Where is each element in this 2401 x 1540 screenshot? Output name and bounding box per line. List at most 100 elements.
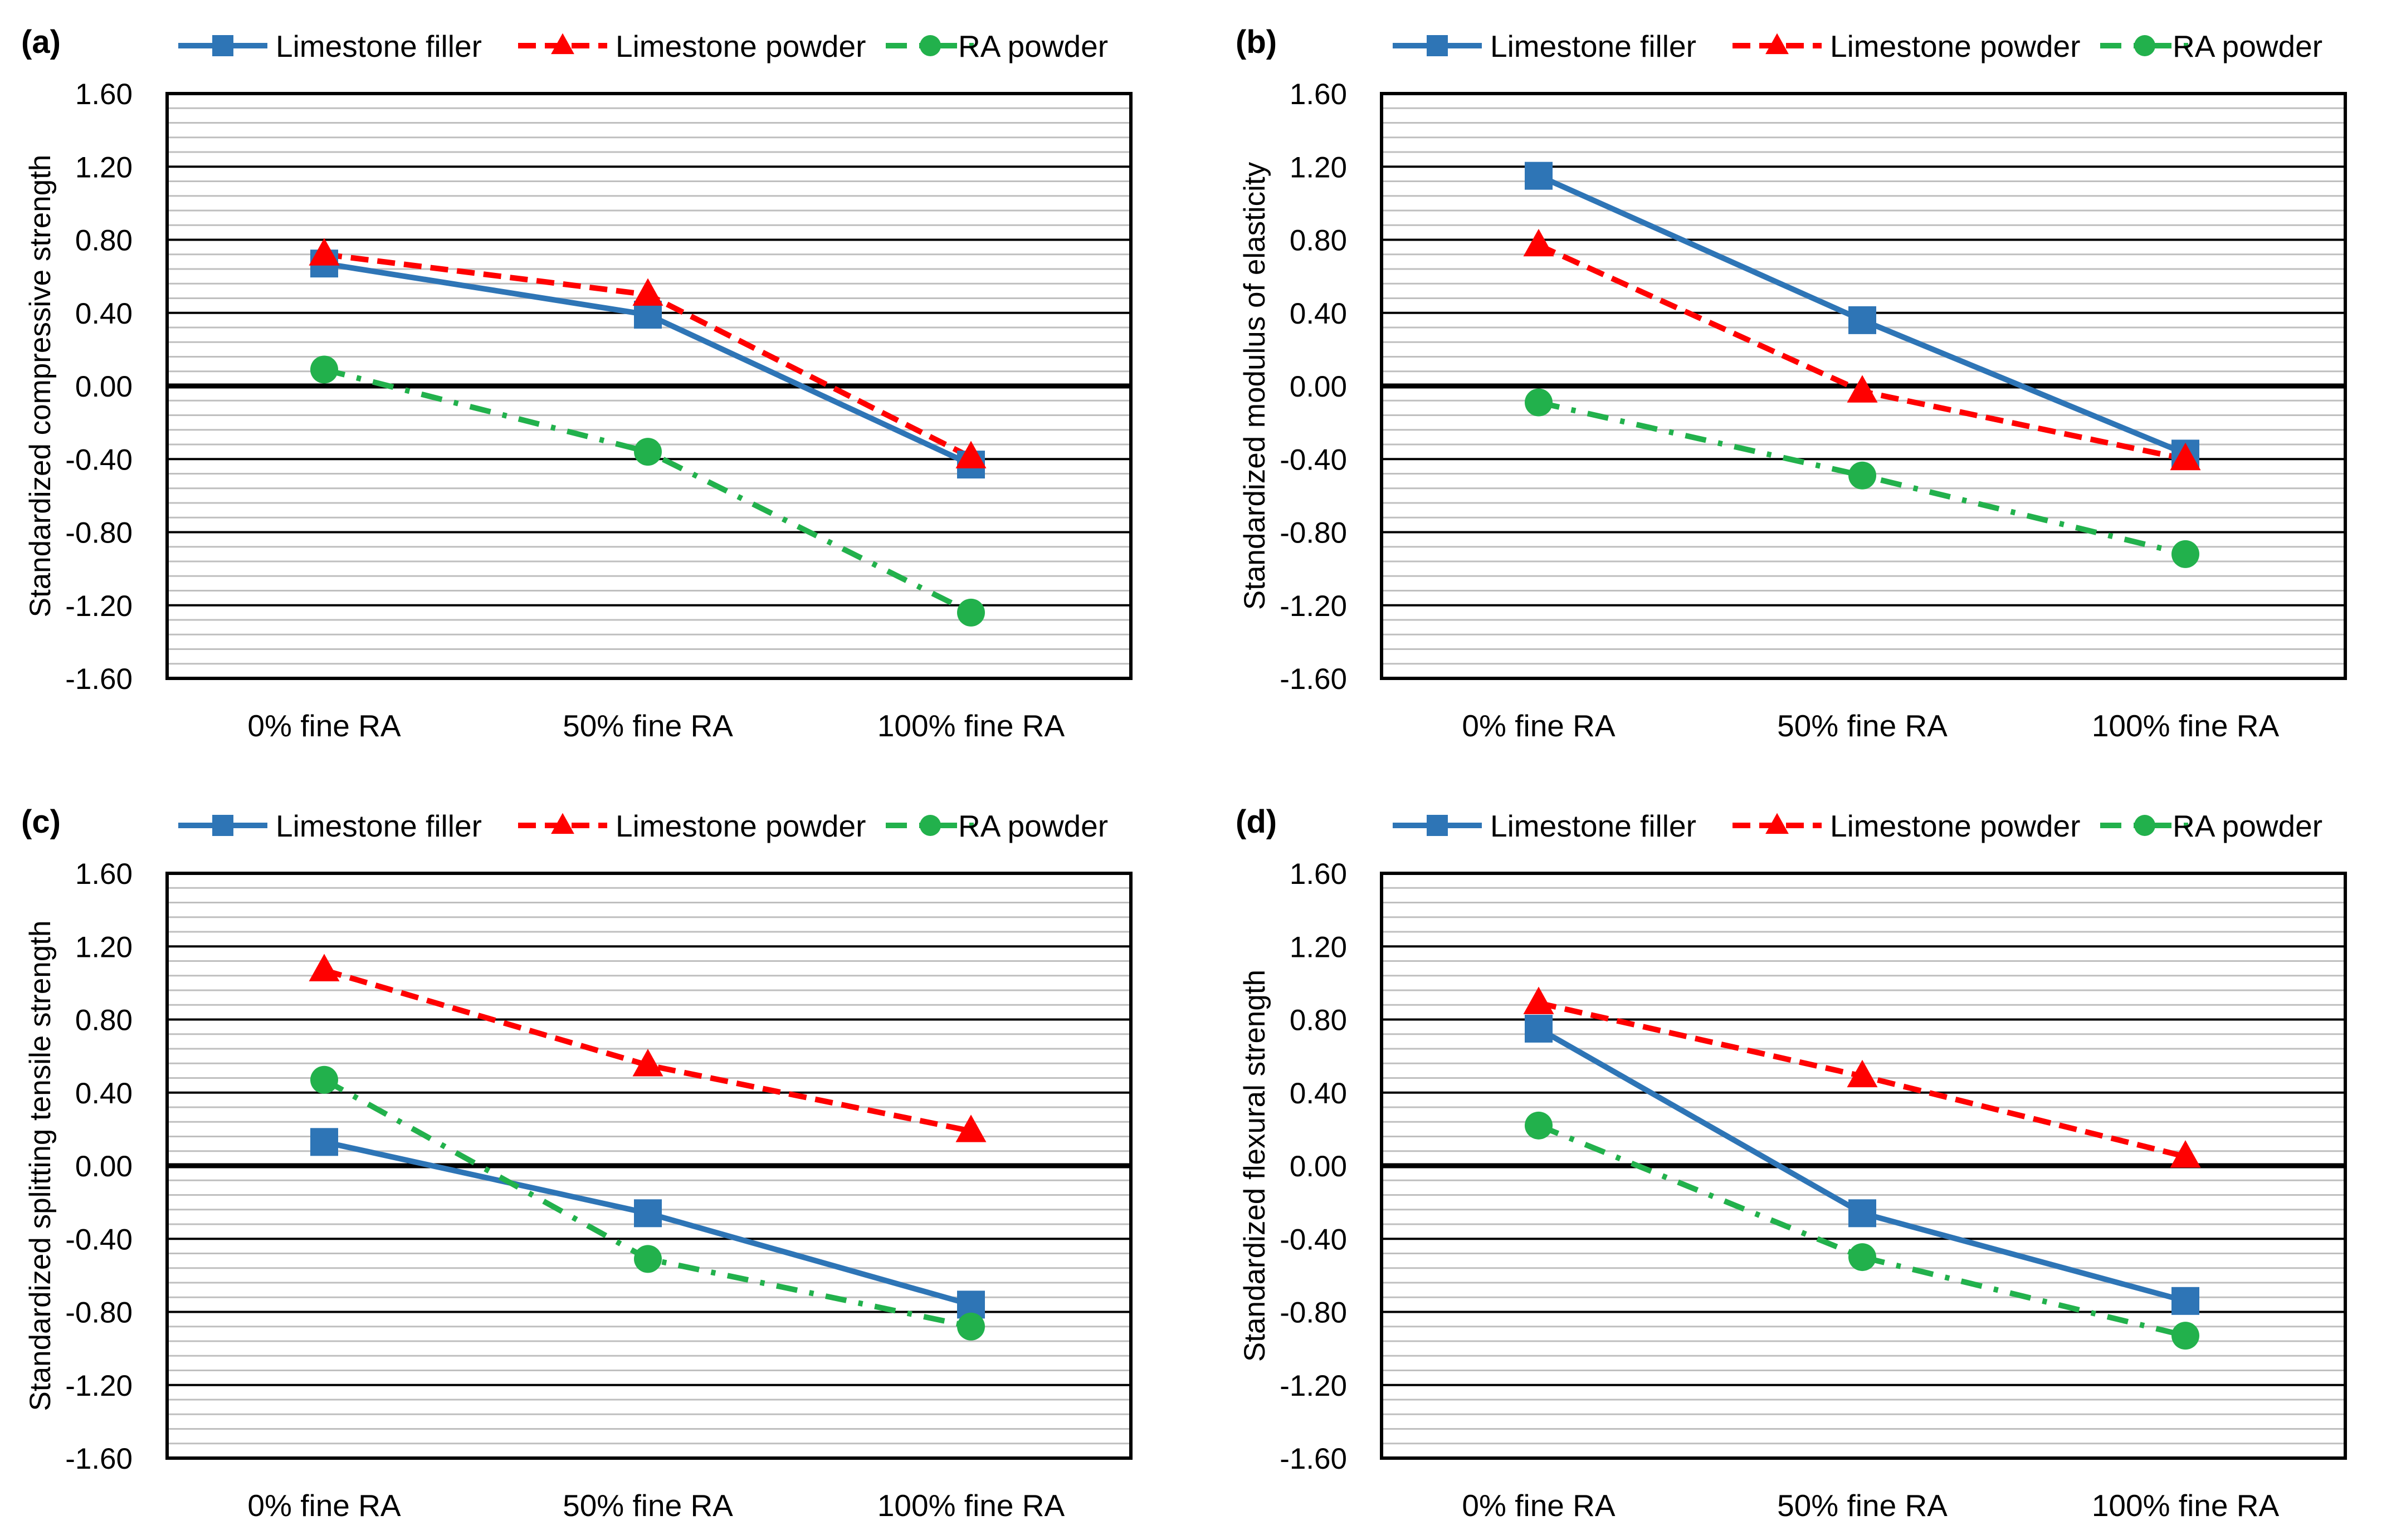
data-point: [2171, 1287, 2199, 1315]
plot-border: [1380, 92, 2347, 680]
data-point: [1847, 375, 1878, 403]
legend-label: Limestone filler: [1490, 29, 1696, 63]
legend-marker: [2134, 815, 2155, 836]
data-point: [1848, 1199, 1876, 1228]
chart-panel-4: 1.60 1.20 0.80 0.40 0.00 -0.40 -0.80 -1.20 -1.60…: [1236, 804, 2347, 1523]
legend-item: RA powder: [2100, 29, 2322, 63]
data-point: [310, 355, 338, 384]
legend-item: Limestone filler: [1393, 809, 1696, 843]
y-tick-label: 0.80: [1290, 1004, 1347, 1037]
data-point: [1523, 228, 1554, 257]
x-tick-label: 50% fine RA: [563, 1488, 733, 1523]
legend-marker: [920, 35, 941, 56]
y-axis-label: Standardized splitting tensile strength: [24, 921, 57, 1411]
data-point: [2171, 1322, 2199, 1350]
y-tick-label: -0.40: [65, 1223, 133, 1256]
y-tick-label: -0.40: [1280, 443, 1347, 476]
data-point: [634, 1199, 662, 1228]
legend-item: RA powder: [2100, 809, 2322, 843]
data-point: [2171, 540, 2199, 568]
y-tick-label: -0.40: [65, 443, 133, 476]
y-tick-label: 1.20: [1290, 931, 1347, 964]
plot-border: [1380, 872, 2347, 1460]
y-axis-label: Standardized modulus of elasticity: [1238, 162, 1271, 610]
legend-item: Limestone powder: [1733, 809, 2080, 843]
legend-label: Limestone filler: [276, 809, 482, 843]
y-tick-label: 1.20: [1290, 151, 1347, 184]
y-tick-label: 1.20: [75, 151, 133, 184]
y-tick-label: 0.00: [75, 1150, 133, 1183]
legend-marker: [212, 815, 233, 836]
data-point: [1847, 1059, 1878, 1088]
x-tick-label: 100% fine RA: [2092, 1488, 2280, 1523]
legend-marker: [551, 813, 574, 834]
y-tick-label: -1.60: [65, 1443, 133, 1475]
legend-item: Limestone powder: [518, 29, 866, 63]
y-tick-label: -0.80: [65, 1297, 133, 1329]
y-tick-label: -0.40: [1280, 1223, 1347, 1256]
data-point: [2170, 1140, 2201, 1168]
legend-label: RA powder: [2173, 29, 2322, 63]
data-point: [634, 438, 662, 466]
legend-marker: [1427, 35, 1448, 56]
x-tick-label: 0% fine RA: [247, 1488, 401, 1523]
data-point: [1848, 461, 1876, 490]
chart-panel-2: 1.60 1.20 0.80 0.40 0.00 -0.40 -0.80 -1.20 -1.60…: [1236, 24, 2347, 743]
x-tick-label: 0% fine RA: [247, 708, 401, 743]
y-tick-label: -1.60: [1280, 1443, 1347, 1475]
y-tick-label: -1.20: [65, 1370, 133, 1402]
data-point: [957, 598, 985, 627]
y-tick-label: 0.40: [75, 1077, 133, 1110]
y-tick-label: 0.40: [75, 297, 133, 330]
x-tick-label: 100% fine RA: [877, 1488, 1065, 1523]
y-tick-label: -1.60: [1280, 663, 1347, 696]
data-point: [957, 1312, 985, 1341]
data-point: [309, 954, 340, 981]
y-tick-label: 0.40: [1290, 1077, 1347, 1110]
y-tick-label: -0.80: [1280, 1297, 1347, 1329]
data-point: [310, 1065, 338, 1094]
x-tick-label: 50% fine RA: [1777, 708, 1948, 743]
panel-label: (a): [21, 24, 61, 60]
legend-label: RA powder: [958, 809, 1108, 843]
legend-label: Limestone filler: [276, 29, 482, 63]
legend-item: Limestone powder: [1733, 29, 2080, 63]
y-tick-label: 0.80: [1290, 224, 1347, 257]
series-line: [323, 366, 973, 615]
y-tick-label: 1.60: [1290, 858, 1347, 891]
legend-item: RA powder: [886, 809, 1108, 843]
y-tick-label: -1.20: [1280, 1370, 1347, 1402]
x-tick-label: 100% fine RA: [2092, 708, 2280, 743]
data-point: [1525, 388, 1553, 417]
data-point: [2170, 442, 2201, 471]
panel-label: (b): [1236, 24, 1277, 60]
data-point: [1525, 162, 1553, 190]
y-tick-label: 0.80: [75, 1004, 133, 1037]
legend-label: Limestone powder: [616, 29, 866, 63]
data-point: [1848, 1243, 1876, 1272]
legend-item: RA powder: [886, 29, 1108, 63]
y-tick-label: 0.00: [1290, 370, 1347, 403]
legend-label: Limestone powder: [1830, 809, 2080, 843]
y-tick-label: 0.00: [75, 370, 133, 403]
y-tick-label: 1.60: [75, 78, 133, 111]
y-axis-label: Standardized flexural strength: [1238, 970, 1271, 1362]
data-point: [634, 1245, 662, 1273]
y-tick-label: 1.60: [75, 858, 133, 891]
legend-marker: [551, 33, 574, 55]
y-tick-label: -1.20: [1280, 590, 1347, 623]
legend-marker: [1427, 815, 1448, 836]
data-point: [632, 1049, 663, 1077]
y-tick-label: 1.20: [75, 931, 133, 964]
y-tick-label: 0.00: [1290, 1150, 1347, 1183]
data-point: [1523, 986, 1554, 1014]
data-point: [955, 1114, 987, 1142]
legend-marker: [212, 35, 233, 56]
plot-border: [165, 92, 1133, 680]
legend-item: Limestone filler: [178, 29, 482, 63]
legend-label: Limestone filler: [1490, 809, 1696, 843]
y-tick-label: -1.20: [65, 590, 133, 623]
x-tick-label: 50% fine RA: [563, 708, 733, 743]
legend-marker: [1765, 33, 1789, 55]
legend-label: Limestone powder: [616, 809, 866, 843]
